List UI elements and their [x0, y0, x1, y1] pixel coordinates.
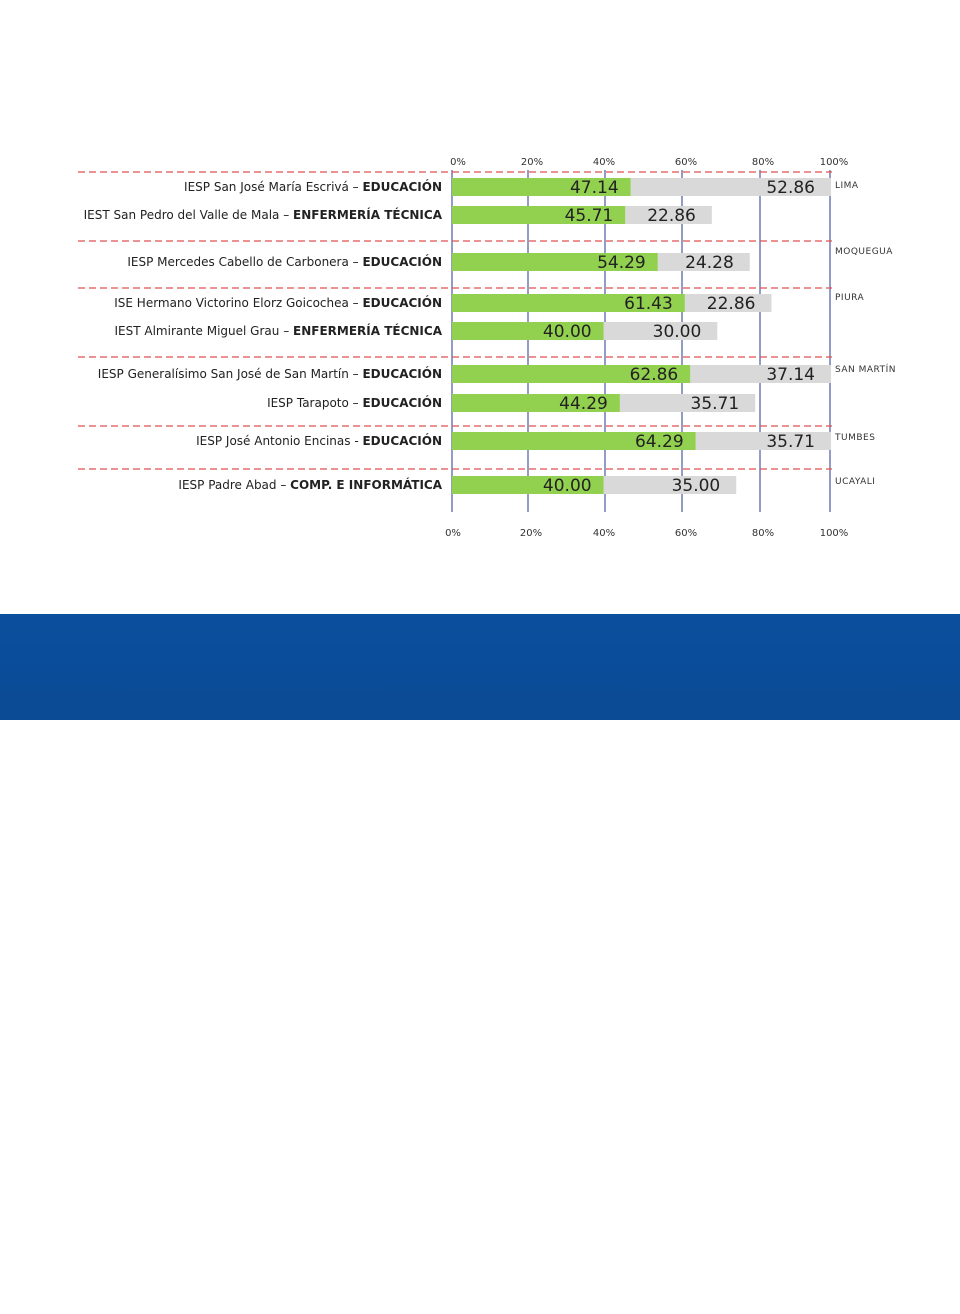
data-label-gray: 22.86: [707, 294, 756, 314]
x-tick-bottom-label: 40%: [593, 528, 615, 539]
bar-segment-gray: [625, 206, 712, 224]
bar-segment-gray: [657, 253, 750, 271]
region-label: PIURA: [835, 293, 865, 303]
bar-segment-green: [452, 432, 696, 450]
data-label-gray: 30.00: [653, 322, 702, 342]
bar-segment-green: [452, 294, 685, 312]
x-tick-top-label: 100%: [820, 157, 849, 168]
stacked-bar-chart: 0% 0% 20% 20% 40% 40% 60% 60% 80% 80% 100% 100% LIMA…: [78, 157, 896, 539]
bar-segment-green: [452, 253, 658, 271]
x-tick-top-label: 0%: [450, 157, 466, 168]
region-label: UCAYALI: [835, 477, 875, 487]
institution-label: ISE Hermano Victorino Elorz Goicochea – …: [114, 295, 442, 310]
data-label-green: 54.29: [597, 253, 646, 273]
x-tick-top-label: 40%: [593, 157, 615, 168]
bar-segment-green: [452, 394, 620, 412]
footer-band: ProCalidad Educación Superior: [0, 614, 960, 1307]
x-tick-bottom-label: 100%: [820, 528, 849, 539]
bar-segment-gray: [603, 322, 718, 340]
data-label-gray: 52.86: [766, 178, 815, 198]
bar-segment-green: [452, 476, 604, 494]
bar-segment-green: [452, 206, 626, 224]
region-label: LIMA: [835, 181, 859, 191]
institution-label: IEST Almirante Miguel Grau – ENFERMERÍA …: [115, 323, 443, 338]
institution-label: IESP Tarapoto – EDUCACIÓN: [267, 395, 442, 410]
institution-label: IESP Padre Abad – COMP. E INFORMÁTICA: [178, 477, 442, 492]
bar-segment-green: [452, 178, 631, 196]
procalidad-logo: ProCalidad Educación Superior: [719, 1242, 923, 1307]
bar-segment-green: [452, 365, 691, 383]
data-label-gray: 35.71: [766, 432, 815, 452]
x-tick-bottom-label: 20%: [520, 528, 542, 539]
data-label-green: 44.29: [559, 394, 608, 414]
institution-label: IESP Mercedes Cabello de Carbonera – EDU…: [127, 254, 442, 269]
logo-tagline-text: Educación Superior: [818, 1292, 896, 1302]
x-tick-bottom-label: 0%: [445, 528, 461, 539]
region-label: MOQUEGUA: [835, 247, 893, 257]
bar-segment-gray: [603, 476, 737, 494]
data-label-green: 62.86: [630, 365, 679, 385]
logo-c-shape: [719, 1242, 758, 1307]
data-label-green: 47.14: [570, 178, 619, 198]
data-label-gray: 24.28: [685, 253, 734, 273]
institution-label: IESP José Antonio Encinas - EDUCACIÓN: [196, 433, 442, 448]
region-label: TUMBES: [834, 433, 875, 443]
bar-segment-gray: [695, 432, 831, 450]
bar-segment-gray: [630, 178, 831, 196]
x-tick-top-label: 20%: [521, 157, 543, 168]
logo-brand-text: ProCalidad: [810, 1265, 923, 1289]
institution-label: IESP Generalísimo San José de San Martín…: [98, 366, 442, 381]
bar-segment-gray: [690, 365, 831, 383]
data-label-green: 45.71: [565, 206, 614, 226]
data-label-gray: 37.14: [766, 365, 815, 385]
x-tick-bottom-label: 80%: [752, 528, 774, 539]
data-label-gray: 35.71: [691, 394, 740, 414]
bar-segment-gray: [684, 294, 772, 312]
x-tick-bottom-label: 60%: [675, 528, 697, 539]
data-label-gray: 22.86: [647, 206, 696, 226]
institution-label: IESP San José María Escrivá – EDUCACIÓN: [184, 179, 442, 194]
institution-label: IEST San Pedro del Valle de Mala – ENFER…: [84, 207, 443, 222]
data-label-green: 40.00: [543, 476, 592, 496]
data-label-green: 64.29: [635, 432, 684, 452]
x-tick-top-label: 60%: [675, 157, 697, 168]
x-tick-top-label: 80%: [752, 157, 774, 168]
bar-segment-gray: [619, 394, 756, 412]
bar-segment-green: [452, 322, 604, 340]
region-label: SAN MARTÍN: [835, 363, 896, 375]
data-label-green: 40.00: [543, 322, 592, 342]
data-label-gray: 35.00: [672, 476, 721, 496]
data-label-green: 61.43: [624, 294, 673, 314]
